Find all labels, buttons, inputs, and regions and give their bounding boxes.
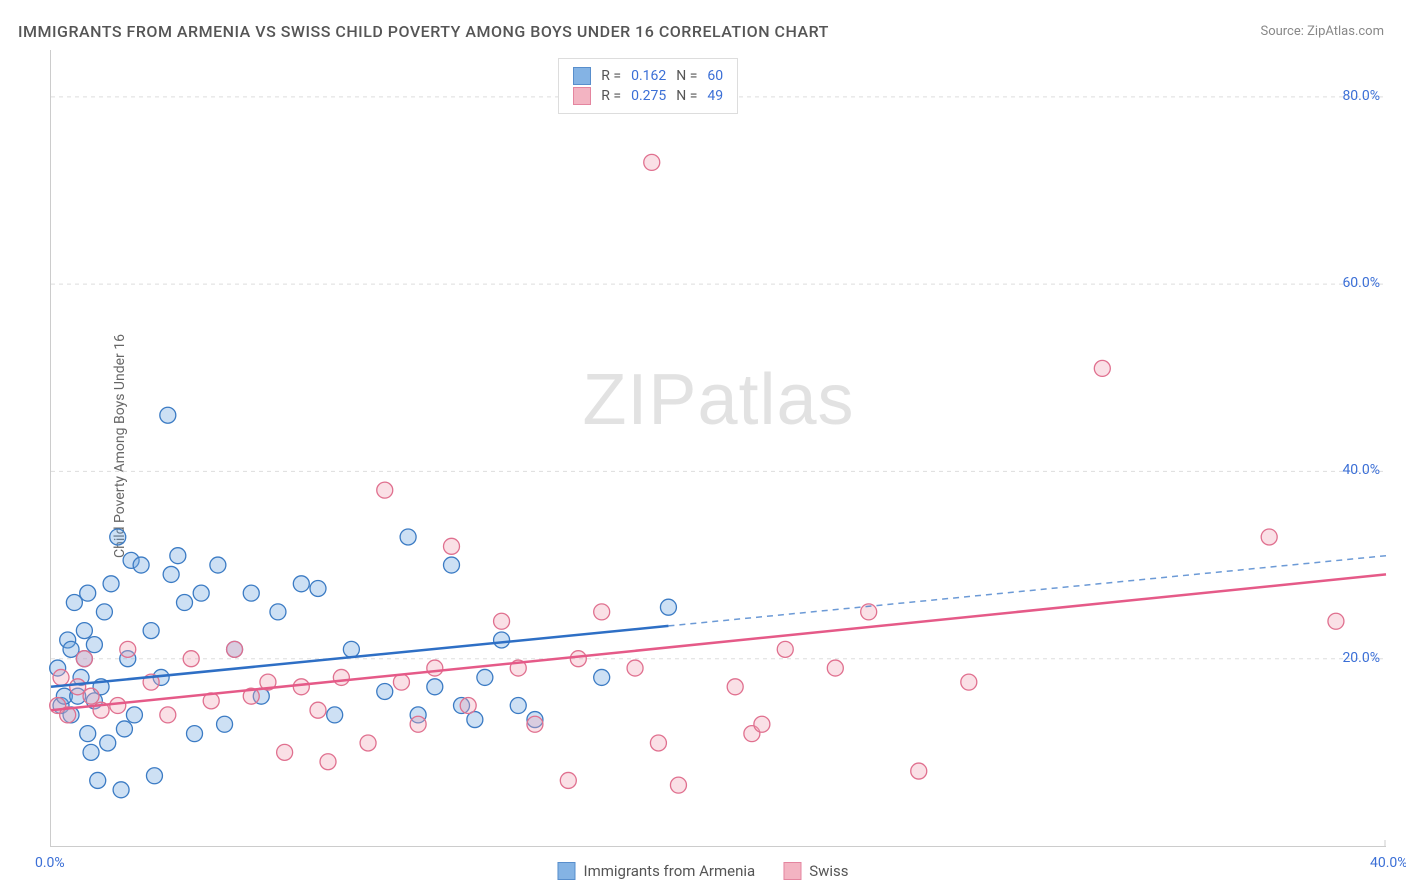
x-tick-label: 40.0% <box>1370 855 1406 871</box>
series-legend: Immigrants from Armenia Swiss <box>557 862 848 880</box>
series-legend-item: Swiss <box>783 862 848 880</box>
source-label: Source: <box>1260 24 1307 39</box>
y-tick-label: 60.0% <box>1342 275 1380 291</box>
legend-swatch-icon <box>783 862 801 880</box>
r-label: R = <box>601 88 621 104</box>
r-value: 0.275 <box>631 88 666 104</box>
chart-title: IMMIGRANTS FROM ARMENIA VS SWISS CHILD P… <box>18 22 829 41</box>
correlation-legend-row: R = 0.275 N = 49 <box>573 87 723 105</box>
n-value: 49 <box>707 88 723 104</box>
source-value: ZipAtlas.com <box>1307 24 1384 39</box>
x-tick-label: 0.0% <box>35 855 65 871</box>
legend-swatch-icon <box>557 862 575 880</box>
y-tick-label: 80.0% <box>1342 88 1380 104</box>
r-value: 0.162 <box>631 68 666 84</box>
y-tick-label: 20.0% <box>1342 650 1380 666</box>
n-label: N = <box>676 68 697 84</box>
legend-swatch-icon <box>573 87 591 105</box>
scatter-plot-svg <box>51 50 1386 846</box>
legend-swatch-icon <box>573 67 591 85</box>
correlation-legend-row: R = 0.162 N = 60 <box>573 67 723 85</box>
series-name: Immigrants from Armenia <box>583 862 755 880</box>
series-name: Swiss <box>809 862 848 880</box>
series-legend-item: Immigrants from Armenia <box>557 862 755 880</box>
r-label: R = <box>601 68 621 84</box>
plot-area: ZIPatlas R = 0.162 N = 60 R = 0.275 N = … <box>50 50 1386 847</box>
chart-container: IMMIGRANTS FROM ARMENIA VS SWISS CHILD P… <box>0 0 1406 892</box>
source-attribution: Source: ZipAtlas.com <box>1260 24 1384 39</box>
y-tick-label: 40.0% <box>1342 462 1380 478</box>
n-label: N = <box>676 88 697 104</box>
correlation-legend: R = 0.162 N = 60 R = 0.275 N = 49 <box>558 58 738 114</box>
n-value: 60 <box>707 68 723 84</box>
